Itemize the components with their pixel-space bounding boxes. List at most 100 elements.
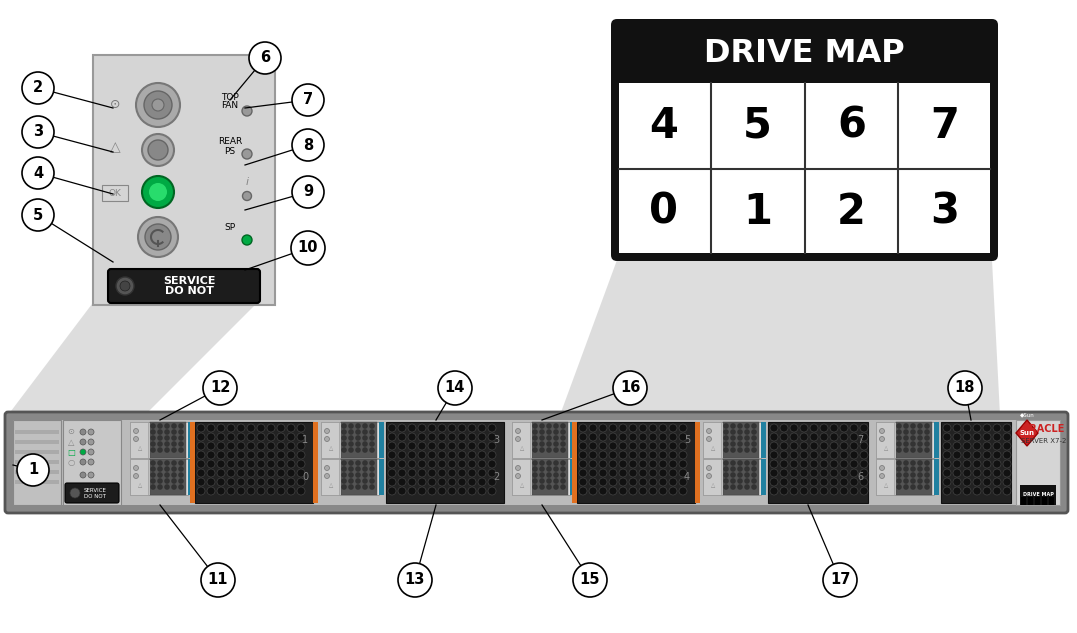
Circle shape: [751, 460, 757, 466]
Bar: [941, 422, 1011, 503]
Circle shape: [448, 469, 456, 477]
Circle shape: [589, 469, 597, 477]
Circle shape: [369, 423, 375, 429]
Circle shape: [149, 183, 167, 201]
Circle shape: [257, 469, 265, 477]
Circle shape: [408, 433, 416, 441]
Circle shape: [791, 424, 798, 432]
Circle shape: [164, 472, 170, 478]
FancyBboxPatch shape: [108, 269, 260, 303]
Circle shape: [896, 429, 901, 435]
Circle shape: [963, 442, 971, 450]
Circle shape: [216, 487, 225, 495]
Circle shape: [820, 487, 828, 495]
Text: 4: 4: [684, 472, 690, 482]
Circle shape: [896, 472, 901, 478]
Bar: [934, 422, 939, 458]
Circle shape: [428, 469, 436, 477]
Circle shape: [850, 424, 858, 432]
Circle shape: [157, 441, 163, 447]
Circle shape: [438, 424, 446, 432]
Circle shape: [150, 472, 156, 478]
Circle shape: [639, 478, 647, 486]
Circle shape: [197, 433, 205, 441]
Circle shape: [861, 460, 868, 468]
Circle shape: [744, 436, 750, 441]
Circle shape: [216, 424, 225, 432]
Circle shape: [751, 447, 757, 453]
Text: DO NOT: DO NOT: [165, 286, 213, 296]
Circle shape: [516, 465, 520, 470]
Circle shape: [468, 433, 476, 441]
Circle shape: [80, 472, 86, 478]
Circle shape: [171, 484, 177, 490]
Circle shape: [267, 478, 275, 486]
Circle shape: [277, 442, 285, 450]
Circle shape: [579, 469, 587, 477]
Circle shape: [201, 563, 235, 597]
Circle shape: [904, 460, 909, 466]
Bar: [570, 422, 575, 458]
Circle shape: [963, 469, 971, 477]
Circle shape: [532, 460, 537, 466]
Circle shape: [820, 478, 828, 486]
Text: DRIVE MAP: DRIVE MAP: [704, 39, 905, 70]
Bar: [15, 440, 59, 444]
Circle shape: [983, 478, 991, 486]
Bar: [15, 460, 59, 464]
Circle shape: [904, 423, 909, 429]
Circle shape: [362, 423, 368, 429]
Circle shape: [579, 442, 587, 450]
Circle shape: [428, 460, 436, 468]
Circle shape: [629, 442, 637, 450]
Circle shape: [197, 469, 205, 477]
Circle shape: [770, 478, 778, 486]
Circle shape: [589, 442, 597, 450]
Circle shape: [257, 478, 265, 486]
Text: REAR: REAR: [218, 137, 242, 146]
Text: ○: ○: [68, 458, 74, 467]
Bar: [130, 459, 148, 495]
Text: 3: 3: [493, 435, 499, 445]
Circle shape: [355, 466, 361, 472]
Circle shape: [791, 487, 798, 495]
Circle shape: [116, 277, 134, 295]
Circle shape: [157, 423, 163, 429]
Circle shape: [292, 176, 324, 208]
Circle shape: [178, 472, 184, 478]
Circle shape: [216, 442, 225, 450]
Circle shape: [22, 116, 54, 148]
Circle shape: [227, 478, 235, 486]
Text: 8: 8: [303, 137, 313, 153]
Circle shape: [679, 460, 687, 468]
Circle shape: [277, 424, 285, 432]
Bar: [321, 422, 339, 458]
Text: Sun: Sun: [1020, 430, 1035, 436]
Bar: [188, 459, 193, 495]
Circle shape: [953, 442, 961, 450]
Circle shape: [448, 424, 456, 432]
Circle shape: [369, 478, 375, 484]
Circle shape: [171, 466, 177, 472]
Bar: [62, 420, 121, 505]
Circle shape: [554, 484, 559, 490]
Circle shape: [22, 157, 54, 189]
Bar: [723, 459, 759, 495]
Circle shape: [649, 433, 657, 441]
Circle shape: [207, 469, 215, 477]
Circle shape: [707, 465, 712, 470]
Circle shape: [880, 437, 884, 441]
Circle shape: [277, 433, 285, 441]
Text: △: △: [520, 482, 524, 487]
Circle shape: [216, 460, 225, 468]
Circle shape: [904, 484, 909, 490]
Circle shape: [943, 424, 951, 432]
Circle shape: [540, 436, 545, 441]
Circle shape: [227, 433, 235, 441]
Circle shape: [488, 460, 496, 468]
Circle shape: [178, 447, 184, 453]
Circle shape: [157, 478, 163, 484]
Circle shape: [791, 460, 798, 468]
Circle shape: [142, 176, 174, 208]
Circle shape: [744, 460, 750, 466]
